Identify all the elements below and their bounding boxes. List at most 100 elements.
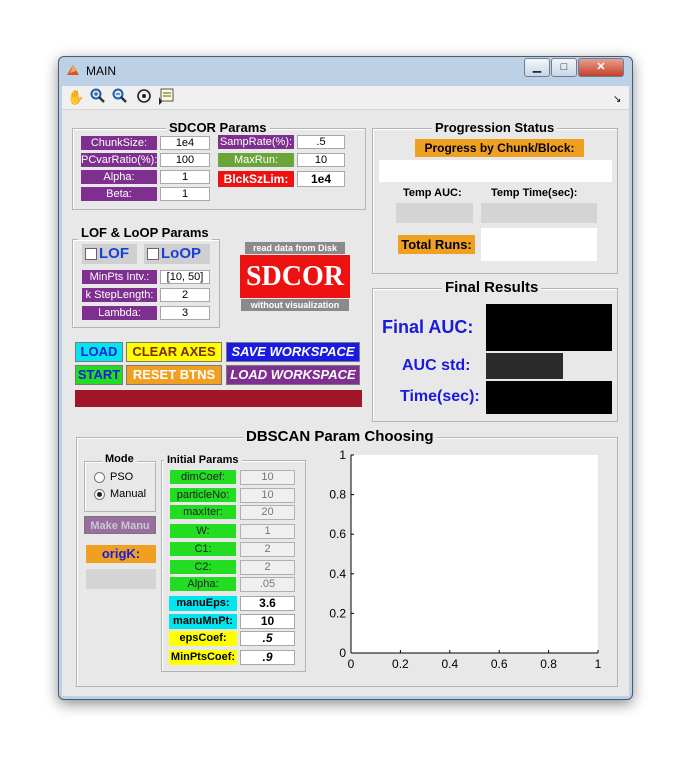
- reset-buttons-button[interactable]: RESET BTNS: [126, 365, 222, 385]
- make-manu-button[interactable]: Make Manu: [84, 516, 156, 534]
- origk-value: [86, 569, 156, 589]
- particleno-label: particleNo:: [170, 488, 236, 502]
- maxrun-field[interactable]: 10: [297, 153, 345, 167]
- lof-checkbox[interactable]: LOF: [82, 244, 137, 264]
- pso-radio[interactable]: [94, 472, 105, 483]
- lambda-field[interactable]: 3: [160, 306, 210, 320]
- time-label: Time(sec):: [400, 388, 480, 405]
- chunksize-label: ChunkSize:: [81, 136, 157, 150]
- c2-label: C2:: [170, 560, 236, 574]
- minptscoef-field[interactable]: .9: [240, 650, 295, 665]
- dimcoef-field[interactable]: 10: [240, 470, 295, 485]
- chunksize-field[interactable]: 1e4: [160, 136, 210, 150]
- c2-field[interactable]: 2: [240, 560, 295, 575]
- lambda-label: Lambda:: [82, 306, 157, 320]
- maxiter-field[interactable]: 20: [240, 505, 295, 520]
- manumnpt-label: manuMnPt:: [169, 614, 237, 629]
- time-value: [486, 381, 612, 414]
- manueps-field[interactable]: 3.6: [240, 596, 295, 611]
- dock-arrow-icon[interactable]: ↘: [613, 94, 622, 105]
- x-tick-label: 1: [595, 657, 602, 671]
- maxiter-label: maxIter:: [170, 505, 236, 519]
- progress-bar: [379, 160, 612, 182]
- minptscoef-label: MinPtsCoef:: [169, 650, 237, 665]
- progression-status-title: Progression Status: [432, 120, 558, 135]
- alpha-label: Alpha:: [81, 170, 157, 184]
- maxrun-label: MaxRun:: [218, 153, 294, 167]
- final-auc-value: [486, 304, 612, 351]
- temp-time-value: [481, 203, 597, 223]
- c1-label: C1:: [170, 542, 236, 556]
- pso-label: PSO: [110, 471, 134, 483]
- load-workspace-button[interactable]: LOAD WORKSPACE: [226, 365, 360, 385]
- samprate-field[interactable]: .5: [297, 135, 345, 149]
- x-tick-label: 0.6: [491, 657, 508, 671]
- logo-bottom-text: without visualization: [241, 299, 349, 311]
- final-results-title: Final Results: [442, 279, 542, 296]
- w-field[interactable]: 1: [240, 524, 295, 539]
- epscoef-field[interactable]: .5: [240, 631, 295, 646]
- temp-auc-label: Temp AUC:: [403, 187, 462, 199]
- save-workspace-button[interactable]: SAVE WORKSPACE: [226, 342, 360, 362]
- y-tick-label: 0.4: [329, 567, 346, 581]
- beta-field[interactable]: 1: [160, 187, 210, 201]
- alpha-field[interactable]: 1: [160, 170, 210, 184]
- temp-auc-value: [396, 203, 473, 223]
- samprate-label: SampRate(%):: [218, 135, 294, 149]
- mode-title: Mode: [102, 453, 137, 465]
- beta-label: Beta:: [81, 187, 157, 201]
- pso-alpha-field[interactable]: .05: [240, 577, 295, 592]
- lof-loop-title: LOF & LoOP Params: [78, 225, 212, 240]
- particleno-field[interactable]: 10: [240, 488, 295, 503]
- total-runs-value: [481, 228, 597, 261]
- dbscan-axes[interactable]: 0 0.2 0.4 0.6 0.8 1 0 0.2 0.4 0.6 0.8 1: [320, 446, 610, 676]
- auc-std-value: [486, 353, 563, 379]
- epscoef-label: epsCoef:: [169, 631, 237, 646]
- zoom-out-icon[interactable]: [111, 88, 129, 106]
- x-tick-label: 0.8: [540, 657, 557, 671]
- blcksizelim-label: BlckSzLim:: [218, 171, 294, 187]
- load-button[interactable]: LOAD: [75, 342, 123, 362]
- minimize-button[interactable]: ▁: [524, 58, 550, 77]
- blcksizelim-field[interactable]: 1e4: [297, 171, 345, 187]
- plot-area: [351, 455, 598, 653]
- manual-radio[interactable]: [94, 489, 105, 500]
- loop-checkbox[interactable]: LoOP: [144, 244, 210, 264]
- temp-time-label: Temp Time(sec):: [491, 187, 578, 199]
- x-tick-label: 0: [348, 657, 355, 671]
- y-tick-label: 0: [339, 646, 346, 660]
- auc-std-label: AUC std:: [402, 357, 471, 374]
- minpts-field[interactable]: [10, 50]: [160, 270, 210, 284]
- total-runs-label: Total Runs:: [398, 235, 475, 254]
- pso-alpha-label: Alpha:: [170, 577, 236, 591]
- pan-icon[interactable]: ✋: [67, 89, 85, 105]
- origk-label: origK:: [86, 545, 156, 563]
- x-tick-label: 0.2: [392, 657, 409, 671]
- rotate-icon[interactable]: [135, 88, 153, 106]
- maximize-button[interactable]: □: [551, 58, 577, 77]
- manueps-label: manuEps:: [169, 596, 237, 611]
- start-button[interactable]: START: [75, 365, 123, 385]
- manual-label: Manual: [110, 488, 147, 500]
- sdcor-run-button[interactable]: SDCOR: [240, 255, 350, 298]
- pcvarratio-field[interactable]: 100: [160, 153, 210, 167]
- x-tick-label: 0.4: [441, 657, 458, 671]
- data-cursor-icon[interactable]: [158, 88, 176, 106]
- c1-field[interactable]: 2: [240, 542, 295, 557]
- steplength-label: k StepLength:: [82, 288, 157, 302]
- y-tick-label: 0.8: [329, 488, 346, 502]
- mode-group: [84, 461, 156, 512]
- manumnpt-field[interactable]: 10: [240, 614, 295, 629]
- window-title: MAIN: [86, 64, 116, 78]
- sdcor-params-title: SDCOR Params: [166, 120, 270, 135]
- pcvarratio-label: PCvarRatio(%):: [81, 153, 157, 167]
- y-tick-label: 1: [339, 448, 346, 462]
- zoom-in-icon[interactable]: [89, 88, 107, 106]
- progress-label: Progress by Chunk/Block:: [415, 139, 584, 157]
- clear-axes-button[interactable]: CLEAR AXES: [126, 342, 222, 362]
- matlab-icon: [66, 63, 80, 77]
- dimcoef-label: dimCoef:: [170, 470, 236, 484]
- steplength-field[interactable]: 2: [160, 288, 210, 302]
- final-auc-label: Final AUC:: [382, 317, 474, 337]
- close-button[interactable]: ✕: [578, 58, 624, 77]
